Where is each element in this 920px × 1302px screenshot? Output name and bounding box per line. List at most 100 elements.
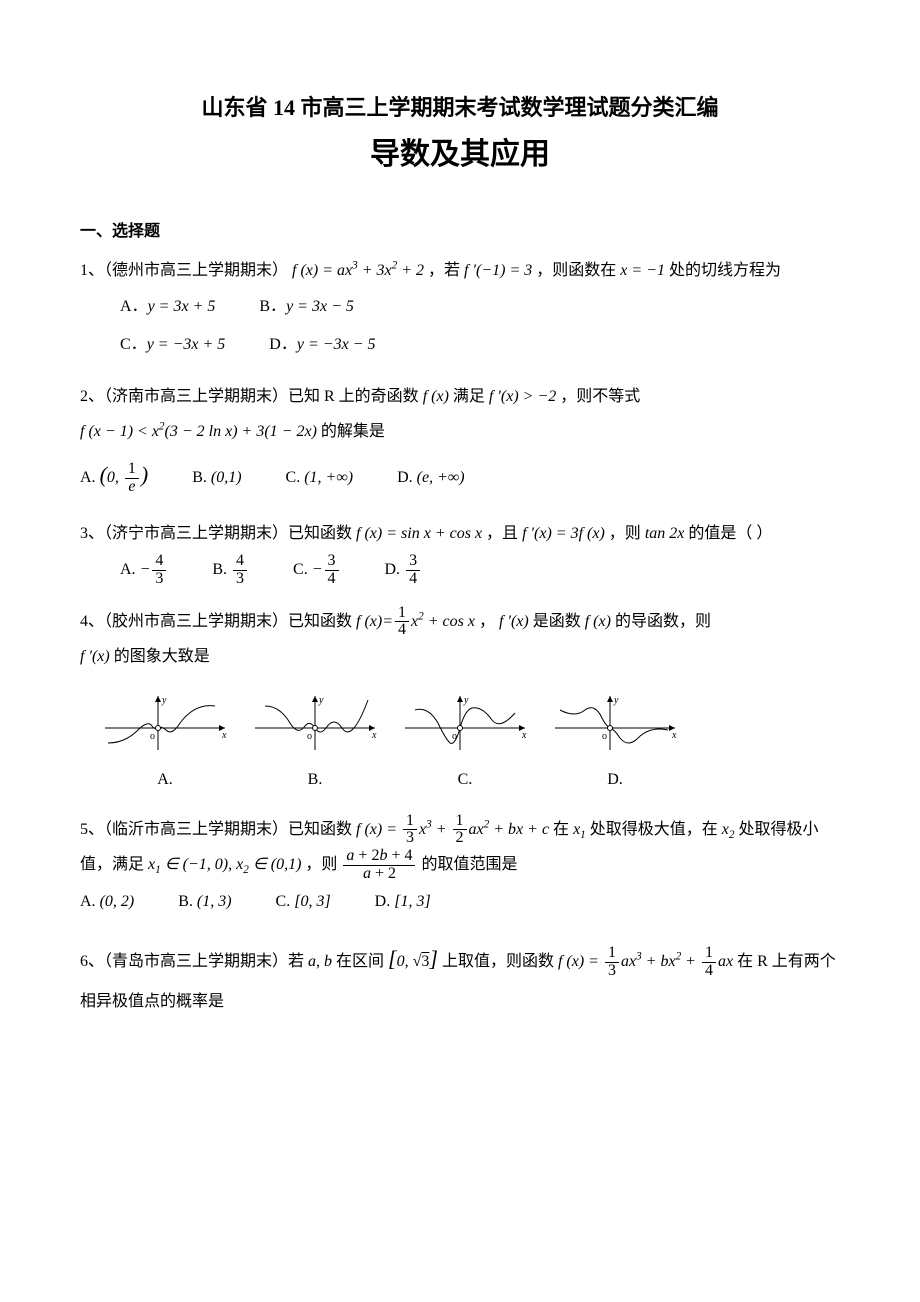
- q2-ineq-line: f (x − 1) < x2(3 − 2 ln x) + 3(1 − 2x) 的…: [80, 414, 840, 449]
- q4-f: f (x)=: [356, 613, 393, 630]
- question-4: 4、（胶州市高三上学期期末）已知函数 f (x)=14x2 + cos x ， …: [80, 604, 840, 798]
- q5-cond: x1 ∈ (−1, 0), x2 ∈ (0,1): [148, 856, 301, 873]
- svg-text:y: y: [161, 695, 167, 706]
- svg-text:x: x: [671, 730, 677, 741]
- graph-D-svg: o y x: [550, 688, 680, 758]
- graph-A-svg: o y x: [100, 688, 230, 758]
- svg-text:y: y: [613, 695, 619, 706]
- q1-pt: x = −1: [620, 262, 665, 279]
- q3-text-a: ，且: [486, 525, 522, 542]
- svg-text:o: o: [307, 731, 312, 742]
- q4-text-b: 是函数: [533, 613, 585, 630]
- question-1: 1、（德州市高三上学期期末） f (x) = ax3 + 3x2 + 2 ，若 …: [80, 253, 840, 365]
- title-line-2: 导数及其应用: [80, 131, 840, 179]
- q5-f: f (x) =: [356, 821, 401, 838]
- q5-text-d: ，则: [305, 856, 341, 873]
- q2-cond: f ′(x) > −2: [489, 388, 556, 405]
- q1-optA: A．y = 3x + 5: [120, 288, 215, 326]
- question-2: 2、（济南市高三上学期期末）已知 R 上的奇函数 f (x) 满足 f ′(x)…: [80, 379, 840, 502]
- q1-f: f (x) = ax3 + 3x2 + 2: [292, 262, 424, 279]
- q5-x1: x1: [573, 821, 586, 838]
- q5-text-b: 处取得极大值，在: [590, 821, 722, 838]
- q6-text-a: 在区间: [336, 953, 388, 970]
- q2-optB: B. (0,1): [192, 459, 241, 497]
- q5-target-frac: a + 2b + 4a + 2: [343, 848, 415, 883]
- q6-f: f (x) =: [558, 953, 603, 970]
- q3-optD: D. 34: [385, 551, 423, 589]
- q4-fx: f (x): [585, 613, 611, 630]
- q2-options: A. (0, 1e) B. (0,1) C. (1, +∞) D. (e, +∞…: [80, 449, 840, 502]
- svg-text:o: o: [452, 731, 457, 742]
- q5-x2: x2: [722, 821, 735, 838]
- q3-f: f (x) = sin x + cos x: [356, 525, 482, 542]
- q6-prefix: 6、（青岛市高三上学期期末）若: [80, 953, 308, 970]
- q2-prefix: 2、（济南市高三上学期期末）已知 R 上的奇函数: [80, 388, 423, 405]
- graph-C-svg: o y x: [400, 688, 530, 758]
- q4-line2: f ′(x) 的图象大致是: [80, 639, 840, 674]
- title-line-1: 山东省 14 市高三上学期期末考试数学理试题分类汇编: [80, 90, 840, 125]
- q1-cond: f ′(−1) = 3: [464, 262, 532, 279]
- q2-ineq: f (x − 1) < x2(3 − 2 ln x) + 3(1 − 2x): [80, 423, 317, 440]
- q4-prefix: 4、（胶州市高三上学期期末）已知函数: [80, 613, 356, 630]
- q3-text-b: ，则: [609, 525, 645, 542]
- q3-prefix: 3、（济宁市高三上学期期末）已知函数: [80, 525, 356, 542]
- svg-text:x: x: [521, 730, 527, 741]
- q1-optB: B．y = 3x − 5: [259, 288, 354, 326]
- q1-options-row1: A．y = 3x + 5 B．y = 3x − 5: [80, 288, 840, 326]
- q1-text-c: 处的切线方程为: [669, 262, 781, 279]
- q4-label-D: D.: [607, 771, 623, 788]
- section-header: 一、选择题: [80, 219, 840, 245]
- q6-text-b: 上取值，则函数: [442, 953, 558, 970]
- graph-B-svg: o y x: [250, 688, 380, 758]
- q4-text-d: 的图象大致是: [114, 648, 210, 665]
- q6-interval: [0, √3]: [388, 953, 438, 970]
- q4-label-A: A.: [157, 771, 173, 788]
- q5-text-e: 的取值范围是: [421, 856, 517, 873]
- q5-text-a: 在: [553, 821, 573, 838]
- q1-optC: C．y = −3x + 5: [120, 326, 225, 364]
- q5-optD: D. [1, 3]: [375, 883, 431, 921]
- q3-optB: B. 43: [212, 551, 249, 589]
- q5-options: A. (0, 2) B. (1, 3) C. [0, 3] D. [1, 3]: [80, 883, 840, 921]
- q5-optB: B. (1, 3): [178, 883, 231, 921]
- svg-text:o: o: [602, 731, 607, 742]
- q2-optC: C. (1, +∞): [286, 459, 354, 497]
- question-6: 6、（青岛市高三上学期期末）若 a, b 在区间 [0, √3] 上取值，则函数…: [80, 935, 840, 1019]
- q4-fprime: f ′(x): [499, 613, 529, 630]
- q4-graph-C: o y x C.: [400, 688, 530, 797]
- q5-optA: A. (0, 2): [80, 883, 134, 921]
- q5-prefix: 5、（临沂市高三上学期期末）已知函数: [80, 821, 356, 838]
- q4-label-C: C.: [458, 771, 473, 788]
- q2-text-a: 满足: [453, 388, 489, 405]
- svg-text:x: x: [221, 730, 227, 741]
- document-page: 山东省 14 市高三上学期期末考试数学理试题分类汇编 导数及其应用 一、选择题 …: [0, 0, 920, 1073]
- q1-text-a: ，若: [428, 262, 464, 279]
- q4-text-c: 的导函数，则: [615, 613, 711, 630]
- q5-optC: C. [0, 3]: [276, 883, 331, 921]
- svg-text:o: o: [150, 731, 155, 742]
- q3-options: A. −43 B. 43 C. −34 D. 34: [80, 551, 840, 589]
- q2-text-c: 的解集是: [321, 423, 385, 440]
- svg-text:y: y: [318, 695, 324, 706]
- q4-graph-B: o y x B.: [250, 688, 380, 797]
- q2-optA: A. (0, 1e): [80, 449, 148, 502]
- q1-prefix: 1、（德州市高三上学期期末）: [80, 262, 288, 279]
- q1-text-b: ，则函数在: [536, 262, 620, 279]
- q3-optC: C. −34: [293, 551, 340, 589]
- q4-graph-A: o y x A.: [100, 688, 230, 797]
- q3-optA: A. −43: [120, 551, 168, 589]
- q4-graph-D: o y x D.: [550, 688, 680, 797]
- q3-cond: f ′(x) = 3f (x): [522, 525, 605, 542]
- svg-text:x: x: [371, 730, 377, 741]
- q4-text-a: ，: [479, 613, 495, 630]
- q2-fx: f (x): [423, 388, 449, 405]
- q1-optD: D．y = −3x − 5: [269, 326, 375, 364]
- question-5: 5、（临沂市高三上学期期末）已知函数 f (x) = 13x3 + 12ax2 …: [80, 812, 840, 922]
- q6-ab: a, b: [308, 953, 332, 970]
- q2-text-b: ，则不等式: [560, 388, 640, 405]
- q3-tan: tan 2x: [645, 525, 685, 542]
- q4-label-B: B.: [308, 771, 323, 788]
- q3-text-c: 的值是（ ）: [688, 525, 772, 542]
- question-3: 3、（济宁市高三上学期期末）已知函数 f (x) = sin x + cos x…: [80, 516, 840, 590]
- q1-options-row2: C．y = −3x + 5 D．y = −3x − 5: [80, 326, 840, 364]
